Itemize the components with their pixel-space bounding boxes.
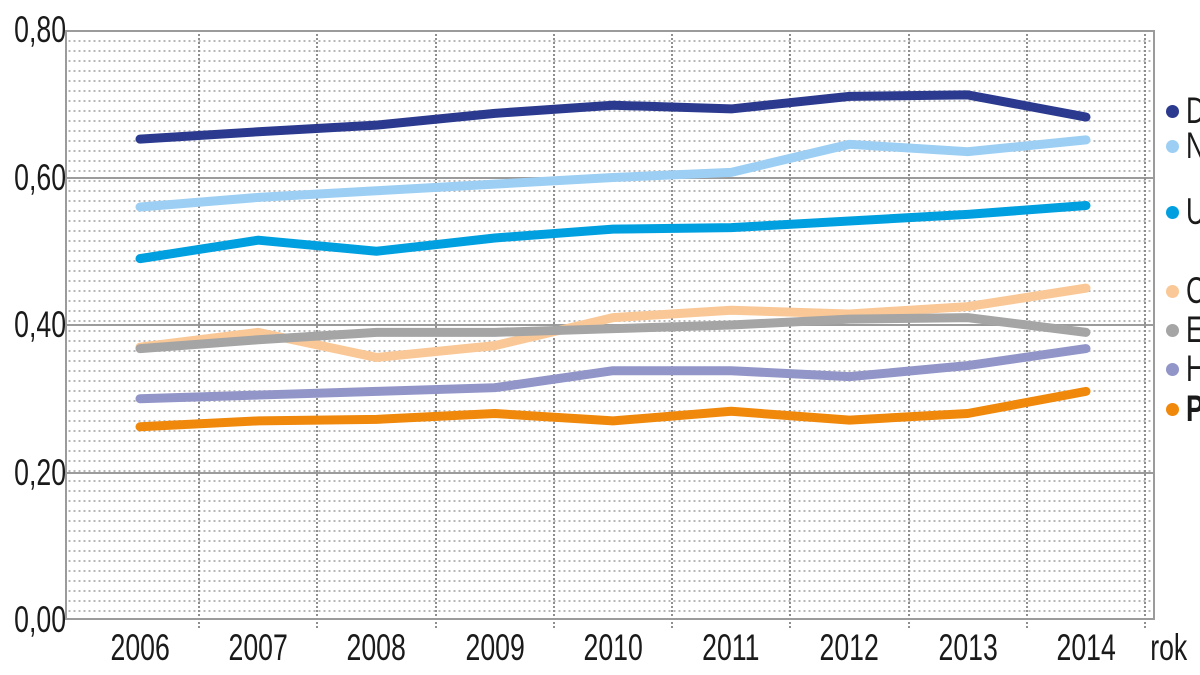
chart-legend: DNU CEHP: [1158, 0, 1200, 675]
vertical-gridline: [907, 30, 910, 628]
legend-label-N: N: [1186, 127, 1200, 165]
series-line-N: [135, 135, 1091, 212]
vertical-gridline: [198, 30, 201, 628]
x-axis-tick-label: 2010: [563, 629, 663, 667]
legend-dot-N: [1166, 139, 1179, 153]
x-axis-tick-text: 2014: [1056, 627, 1116, 668]
legend-dot-C: [1166, 284, 1179, 298]
y-axis-tick-label: 0,20: [0, 453, 66, 492]
legend-item-E: E: [1158, 311, 1200, 349]
legend-dot-E: [1166, 323, 1179, 337]
x-axis-unit-label: rok: [1119, 629, 1200, 667]
x-axis-tick-label: 2008: [327, 629, 427, 667]
legend-dot-U: [1166, 205, 1179, 219]
x-axis-tick-text: 2012: [819, 627, 880, 668]
x-axis-tick-label: 2007: [208, 629, 308, 667]
x-axis-tick-text: 2009: [465, 627, 525, 668]
x-axis-tick-text: 2010: [583, 627, 643, 668]
legend-dot-H: [1166, 362, 1179, 376]
series-line-U: [135, 201, 1091, 264]
legend-label-D: D: [1186, 92, 1200, 130]
y-axis-tick-text: 0,80: [14, 9, 67, 50]
legend-label-E: E: [1186, 311, 1200, 349]
legend-label-C: C: [1186, 272, 1200, 310]
legend-item-U: U: [1158, 193, 1200, 231]
series-lines-layer: [135, 90, 1091, 432]
series-line-D: [135, 90, 1091, 144]
x-axis-tick-label: 2013: [918, 629, 1018, 667]
legend-item-D: D: [1158, 92, 1200, 130]
vertical-gridline: [789, 30, 792, 628]
legend-item-C: C: [1158, 272, 1200, 310]
y-axis-tick-text: 0,00: [14, 599, 67, 640]
x-axis-tick-text: 2007: [228, 627, 288, 668]
legend-label-U: U: [1186, 193, 1200, 231]
x-axis-tick-text: 2011: [702, 627, 760, 668]
legend-item-H: H: [1158, 350, 1200, 388]
y-axis-tick-label: 0,80: [0, 11, 66, 49]
horizontal-gridline: [65, 471, 1155, 474]
series-line-P: [135, 386, 1091, 432]
legend-label-H: H: [1186, 350, 1200, 388]
y-axis-tick-text: 0,60: [14, 156, 67, 198]
x-axis-tick-label: 2006: [90, 629, 190, 667]
vertical-gridline: [1144, 30, 1147, 628]
legend-item-P: P: [1158, 390, 1200, 428]
legend-label-P: P: [1186, 390, 1200, 428]
legend-dot-P: [1166, 402, 1179, 416]
x-axis-tick-label: 2011: [681, 629, 781, 667]
x-axis-tick-label: 2009: [445, 629, 545, 667]
y-axis-tick-label: 0,00: [0, 601, 66, 639]
y-axis-tick-label: 0,40: [0, 306, 66, 344]
legend-item-N: N: [1158, 127, 1200, 165]
x-axis-tick-label: 2012: [800, 629, 900, 667]
series-line-E: [135, 313, 1091, 354]
series-line-H: [135, 344, 1091, 404]
y-axis-tick-label: 0,60: [0, 158, 66, 197]
y-axis-tick-text: 0,20: [14, 451, 67, 493]
legend-dot-D: [1166, 104, 1179, 118]
x-axis-tick-text: 2006: [110, 627, 170, 668]
vertical-gridline: [316, 30, 319, 628]
x-axis-unit-text: rok: [1150, 627, 1188, 668]
series-line-C: [135, 283, 1091, 362]
chart-plot-area: [65, 30, 1155, 628]
x-axis-tick-text: 2013: [938, 627, 998, 668]
x-axis-tick-label: 2014: [1036, 629, 1136, 667]
y-axis-tick-text: 0,40: [14, 304, 67, 345]
x-axis-tick-text: 2008: [346, 627, 407, 668]
